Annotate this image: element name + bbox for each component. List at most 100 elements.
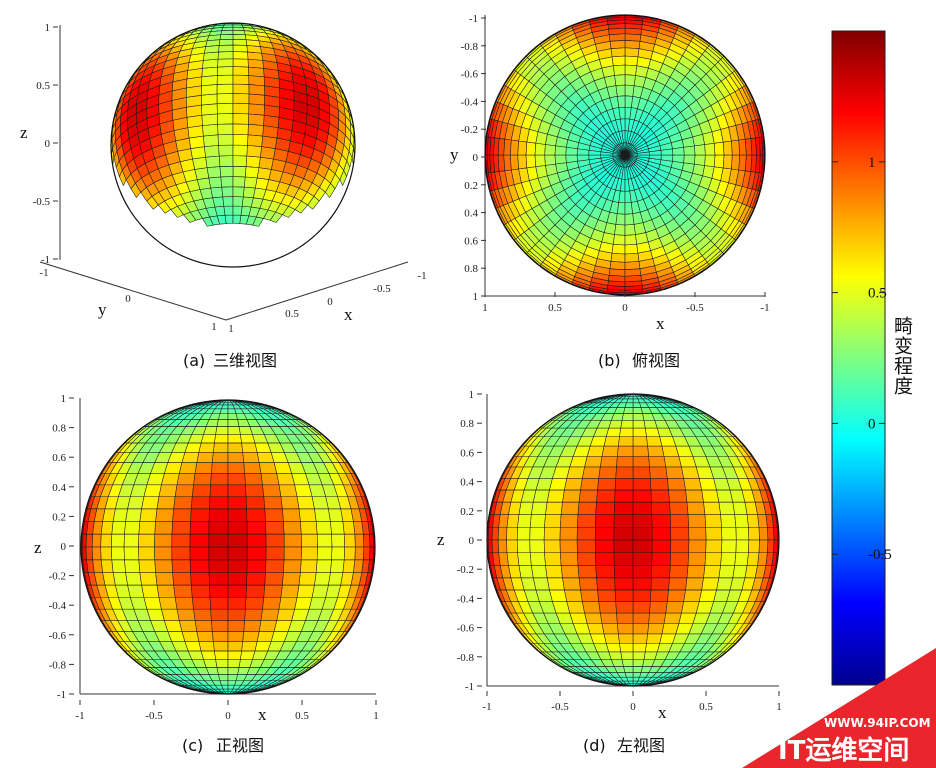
sphere-facet: [216, 83, 234, 95]
sphere-facet: [624, 33, 642, 42]
sphere-facet: [258, 462, 278, 474]
sphere-facet: [669, 552, 689, 566]
sphere-facet: [632, 402, 642, 408]
sphere-facet: [618, 633, 634, 644]
sphere-facet: [232, 44, 248, 53]
sphere-facet: [608, 420, 623, 429]
sphere-facet: [227, 559, 248, 573]
sphere-facet: [578, 577, 598, 591]
sphere-facet: [586, 445, 605, 457]
sphere-facet: [100, 521, 114, 535]
sphere-facet: [260, 473, 280, 486]
tick-label: 1: [469, 389, 475, 401]
sphere-facet: [544, 514, 562, 528]
sphere-facet: [190, 572, 210, 586]
sphere-facet: [669, 514, 689, 528]
sphere-facet: [613, 565, 634, 579]
colorbar-tick-label: 1: [868, 155, 876, 171]
sphere-facet: [218, 155, 234, 167]
sphere-facet: [748, 527, 760, 541]
sphere-facet: [732, 565, 748, 579]
sphere-facet: [127, 584, 145, 598]
sphere-facet: [544, 144, 556, 156]
sphere-facet: [189, 521, 210, 535]
sphere-facet: [595, 552, 615, 566]
sphere-facet: [212, 641, 229, 652]
sphere-facet: [666, 589, 686, 602]
sphere-facet: [632, 466, 651, 479]
sphere-facet: [248, 103, 265, 116]
sphere-facet: [127, 496, 145, 510]
sphere-facet: [615, 466, 634, 479]
sphere-facet: [559, 527, 578, 541]
sphere-facet: [661, 623, 680, 635]
sphere-facet: [632, 407, 643, 414]
tick-label: -1: [75, 710, 84, 722]
sphere-facet: [518, 565, 534, 579]
tick-label: -0.5: [145, 710, 163, 722]
sphere-facet: [232, 51, 249, 60]
sphere-facet: [614, 74, 626, 86]
sphere-facet: [219, 34, 234, 40]
sphere-facet: [154, 521, 173, 535]
sphere-facet: [704, 552, 722, 566]
sphere-facet: [282, 572, 301, 586]
sphere-facet: [686, 501, 706, 515]
sphere-facet: [624, 261, 641, 270]
sphere-facet: [621, 659, 634, 667]
sphere-facet: [497, 527, 508, 541]
sphere-facet: [214, 434, 229, 444]
sphere-facet: [201, 93, 218, 106]
sphere-facet: [210, 608, 229, 621]
sphere-facet: [624, 402, 634, 408]
sphere-facet: [632, 413, 645, 421]
tick-label: -0.8: [49, 659, 67, 671]
panel-c: 1 0.8 0.6 0.4 0.2 0 -0.2 -0.4 -0.6 -0.8 -1 -1 -0.5 0 0…: [34, 393, 379, 755]
sphere-facet: [491, 527, 499, 541]
sphere-facet: [613, 527, 634, 541]
sphere-facet: [529, 527, 545, 541]
sphere-facet: [632, 651, 646, 660]
sphere-facet: [256, 631, 275, 642]
sphere-facet: [584, 455, 603, 468]
tick-label: 0: [473, 152, 479, 164]
sphere-facet: [354, 533, 365, 548]
tick-label: -1: [760, 302, 769, 314]
sphere-facet: [240, 650, 256, 660]
sphere-facet: [738, 138, 747, 156]
tick-label: -1: [39, 267, 48, 279]
panel-d: 1 0.8 0.6 0.4 0.2 0 -0.2 -0.4 -0.6 -0.8 -1 -1 -0.5 0 0…: [437, 389, 782, 755]
tick-label: -0.4: [457, 593, 475, 605]
sphere-facet: [194, 167, 210, 180]
panel-d-caption-text: 左视图: [617, 736, 665, 755]
sphere-facet: [91, 546, 102, 561]
sphere-facet: [256, 452, 275, 463]
sphere-facet: [650, 577, 670, 591]
sphere-facet: [227, 641, 244, 652]
sphere-facet: [578, 489, 598, 503]
sphere-facet: [718, 565, 735, 579]
sphere-facet: [227, 442, 244, 453]
sphere-facet: [176, 473, 196, 486]
sphere-facet: [232, 30, 246, 36]
sphere-facet: [154, 546, 173, 561]
sphere-facet: [143, 597, 162, 610]
sphere-facet: [227, 572, 248, 586]
sphere-facet: [139, 508, 158, 522]
sphere-facet: [276, 473, 295, 486]
sphere-facet: [582, 601, 601, 614]
sphere-facet: [227, 679, 237, 686]
sphere-facet: [245, 584, 266, 598]
sphere-facet: [300, 533, 318, 548]
sphere-facet: [209, 597, 229, 610]
sphere-facet: [264, 508, 284, 522]
sphere-facet: [647, 445, 665, 457]
tick-label: -1: [465, 681, 474, 693]
sphere-facet: [516, 539, 531, 553]
sphere-facet: [208, 572, 229, 586]
sphere-facet: [716, 489, 734, 503]
sphere-facet: [597, 478, 617, 491]
sphere-facet: [613, 539, 634, 553]
sphere-facet: [220, 176, 234, 188]
tick-label: 0: [125, 293, 131, 305]
